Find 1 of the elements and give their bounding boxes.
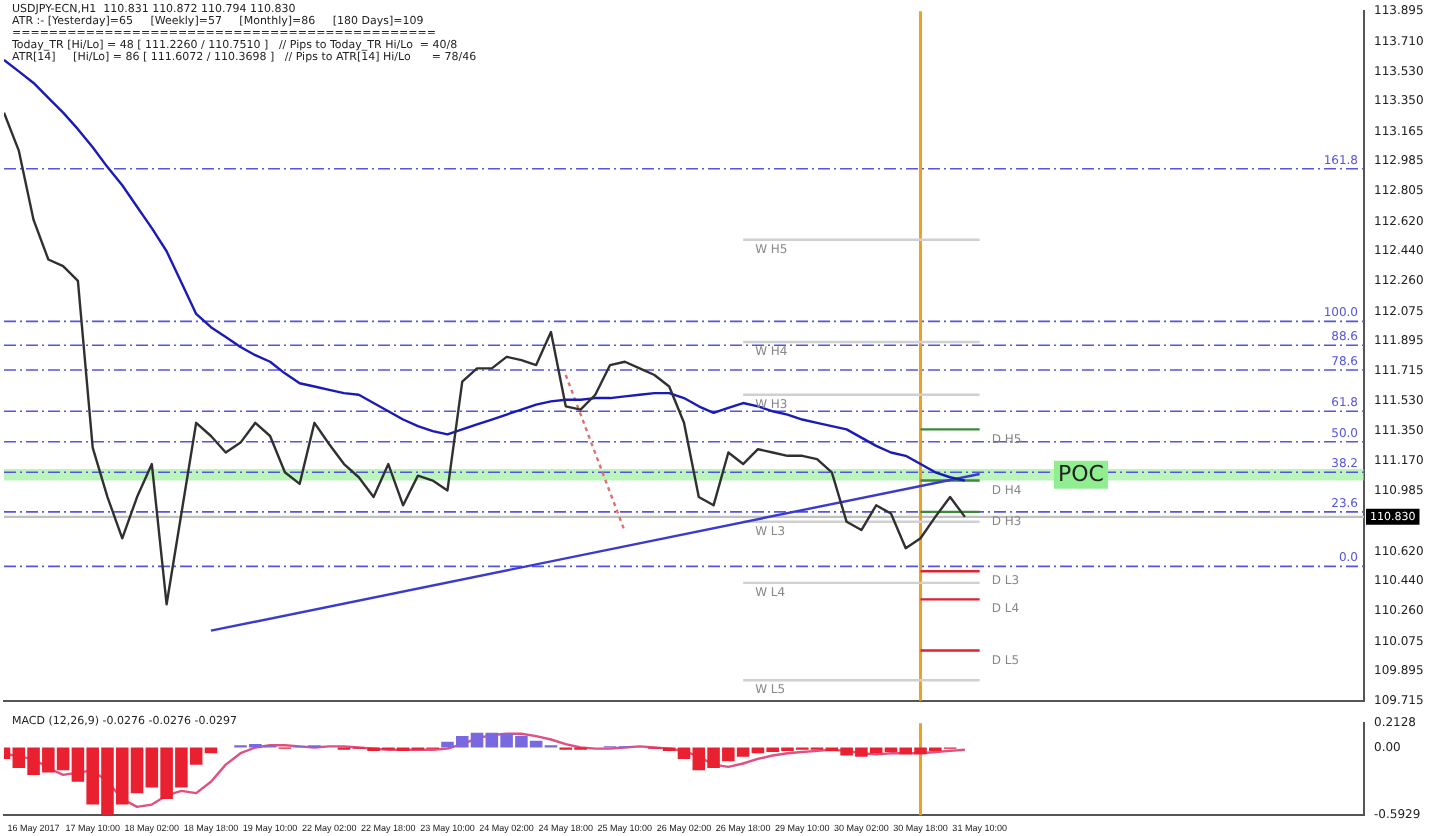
band-label: POC [1058,460,1105,487]
